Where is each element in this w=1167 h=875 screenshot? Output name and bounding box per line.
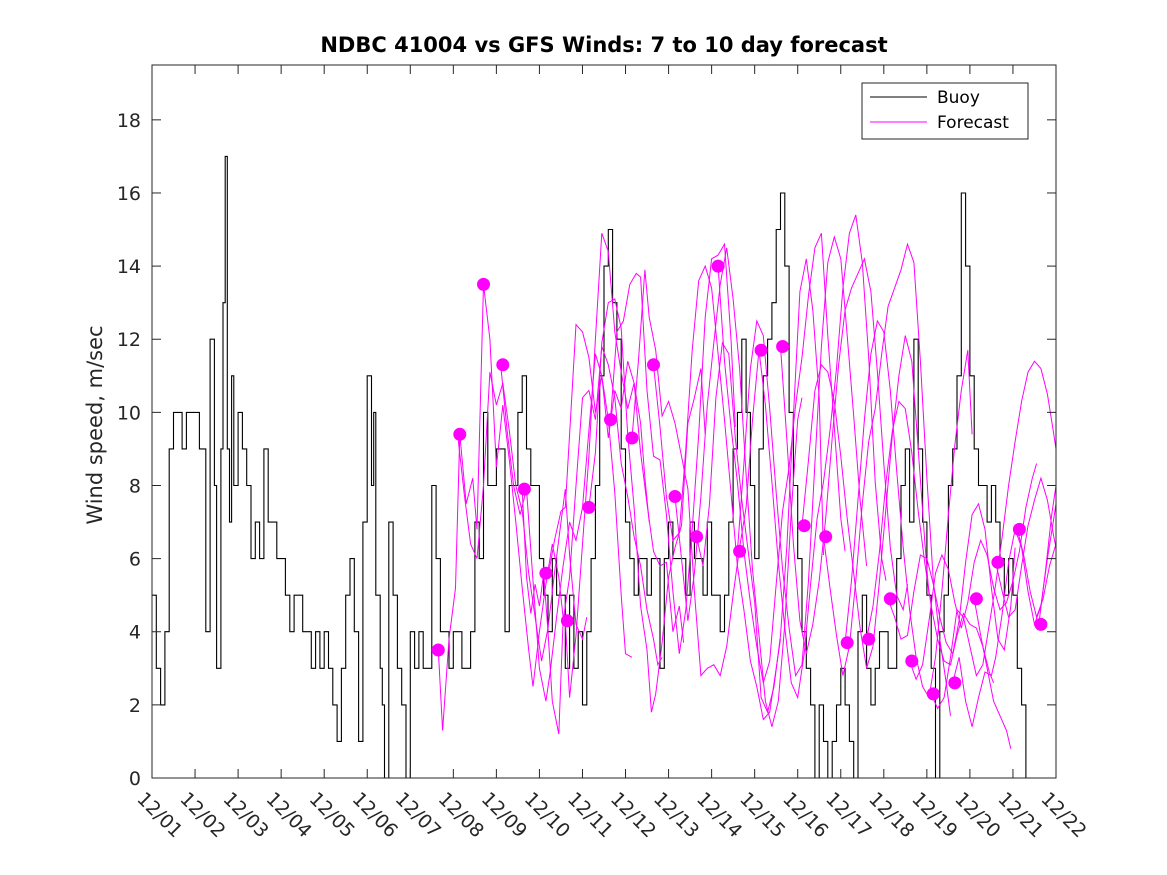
forecast-run-line-10 (653, 264, 781, 721)
x-tick-label: 12/11 (563, 788, 617, 842)
forecast-start-marker-19 (819, 530, 833, 544)
legend-buoy-label: Buoy (937, 88, 980, 108)
x-tick-label: 12/12 (606, 788, 660, 842)
x-tick-label: 12/01 (132, 788, 186, 842)
y-tick-label: 2 (129, 695, 141, 717)
forecast-start-marker-7 (560, 614, 574, 628)
forecast-run-line-21 (887, 502, 1016, 656)
x-tick-label: 12/06 (348, 788, 402, 842)
y-tick-label: 12 (117, 329, 141, 351)
x-tick-label: 12/20 (950, 788, 1004, 842)
marker-layer (431, 259, 1048, 701)
legend-forecast-label: Forecast (937, 113, 1009, 133)
x-tick-label: 12/15 (735, 788, 789, 842)
y-tick-label: 18 (117, 110, 141, 132)
forecast-run-line-27 (1016, 529, 1057, 619)
x-tick-label: 12/04 (262, 788, 316, 842)
forecast-run-line-25 (973, 598, 1012, 749)
forecast-start-marker-20 (840, 636, 854, 650)
forecast-layer (437, 214, 1057, 749)
forecast-start-marker-11 (647, 358, 660, 372)
forecast-start-marker-21 (862, 632, 876, 646)
forecast-start-marker-9 (604, 413, 617, 427)
forecast-run-line-15 (758, 214, 887, 700)
forecast-start-marker-16 (754, 343, 768, 357)
x-tick-label: 12/08 (434, 788, 488, 842)
x-tick-label: 12/13 (649, 788, 703, 842)
forecast-run-line-19 (844, 319, 973, 700)
forecast-run-line-11 (674, 247, 803, 727)
forecast-start-marker-28 (1012, 522, 1026, 536)
forecast-start-marker-2 (453, 427, 467, 441)
y-tick-label: 0 (129, 768, 141, 790)
forecast-run-line-26 (995, 476, 1057, 619)
forecast-run-line-22 (909, 463, 1038, 681)
y-tick-label: 16 (117, 183, 141, 205)
forecast-start-marker-27 (991, 555, 1005, 569)
forecast-start-marker-14 (711, 259, 725, 273)
x-tick-label: 12/21 (993, 788, 1047, 842)
x-tick-label: 12/22 (1036, 788, 1090, 842)
forecast-start-marker-3 (477, 277, 490, 291)
y-axis-label: Wind speed, m/sec (83, 325, 107, 524)
forecast-start-marker-24 (926, 687, 940, 701)
forecast-start-marker-13 (690, 530, 704, 544)
forecast-start-marker-12 (668, 490, 682, 503)
chart-title: NDBC 41004 vs GFS Winds: 7 to 10 day for… (320, 33, 887, 57)
forecast-start-marker-8 (582, 500, 596, 514)
forecast-run-line-4 (521, 323, 650, 614)
forecast-start-marker-29 (1034, 617, 1048, 631)
forecast-run-line-16 (780, 257, 908, 654)
x-tick-label: 12/07 (391, 788, 445, 842)
x-tick-label: 12/05 (305, 788, 359, 842)
y-axis-ticks: 0 2 4 6 8 10 12 14 16 18 (117, 110, 1056, 790)
forecast-start-marker-25 (948, 676, 962, 690)
forecast-start-marker-23 (905, 654, 919, 668)
buoy-series-line (152, 155, 1027, 779)
forecast-run-line-18 (823, 242, 951, 716)
forecast-start-marker-1 (431, 643, 445, 657)
forecast-start-marker-22 (883, 592, 897, 606)
forecast-run-line-2 (457, 372, 588, 662)
x-tick-label: 12/19 (907, 788, 961, 842)
x-tick-label: 12/16 (778, 788, 832, 842)
plot-frame (151, 64, 1057, 779)
forecast-run-line-8 (610, 242, 736, 654)
buoy-layer (152, 155, 1027, 779)
forecast-run-line-1 (437, 284, 564, 731)
forecast-start-marker-15 (733, 544, 747, 558)
forecast-start-marker-5 (517, 482, 531, 496)
x-tick-label: 12/17 (821, 788, 875, 842)
plot-area (151, 64, 1057, 779)
forecast-run-line-13 (717, 232, 846, 684)
x-tick-label: 12/18 (864, 788, 918, 842)
y-tick-label: 14 (117, 256, 141, 278)
forecast-start-marker-18 (797, 519, 811, 533)
forecast-run-line-23 (930, 360, 1057, 710)
forecast-run-line-28 (1038, 485, 1057, 625)
forecast-start-marker-17 (776, 340, 790, 353)
y-tick-label: 4 (129, 622, 141, 644)
forecast-run-line-6 (564, 233, 685, 698)
forecast-run-line-12 (696, 258, 824, 714)
legend: Buoy Forecast (861, 82, 1029, 140)
x-tick-label: 12/02 (175, 788, 229, 842)
y-tick-label: 8 (129, 475, 141, 497)
legend-box (861, 82, 1029, 140)
x-tick-label: 12/10 (520, 788, 574, 842)
x-tick-label: 12/14 (692, 788, 746, 842)
y-tick-label: 6 (129, 549, 141, 571)
forecast-run-line-17 (801, 335, 930, 669)
x-tick-label: 12/03 (219, 788, 273, 842)
forecast-start-marker-4 (496, 358, 510, 372)
forecast-start-marker-26 (969, 592, 983, 606)
forecast-start-marker-6 (539, 566, 553, 580)
x-tick-label: 12/09 (477, 788, 531, 842)
y-tick-label: 10 (117, 402, 141, 424)
forecast-start-marker-10 (625, 431, 639, 445)
